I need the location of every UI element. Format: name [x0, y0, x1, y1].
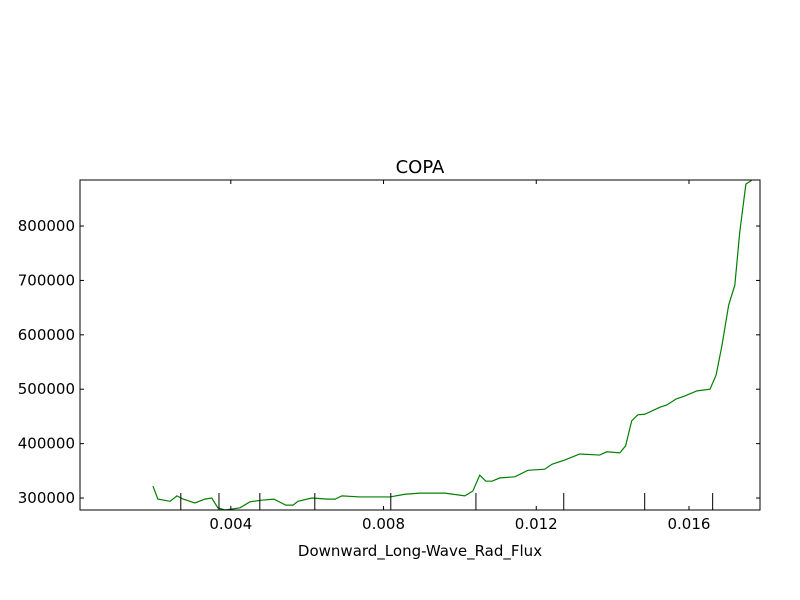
y-tick-label: 700000: [18, 271, 75, 289]
y-axis-label: Partial dependence: [0, 273, 1, 418]
y-tick-label: 600000: [18, 326, 75, 344]
y-tick-label: 400000: [18, 435, 75, 453]
plot-frame: [79, 179, 761, 511]
y-tick-label: 300000: [18, 489, 75, 507]
y-tick-label: 800000: [18, 217, 75, 235]
x-tick-label: 0.004: [209, 515, 252, 533]
x-tick-label: 0.008: [362, 515, 405, 533]
x-tick-label: 0.016: [668, 515, 711, 533]
x-axis-label: Downward_Long-Wave_Rad_Flux: [298, 542, 542, 561]
x-tick-label: 0.012: [515, 515, 558, 533]
line-series: [152, 179, 752, 511]
y-tick-label: 500000: [18, 380, 75, 398]
chart-title: COPA: [396, 157, 445, 178]
